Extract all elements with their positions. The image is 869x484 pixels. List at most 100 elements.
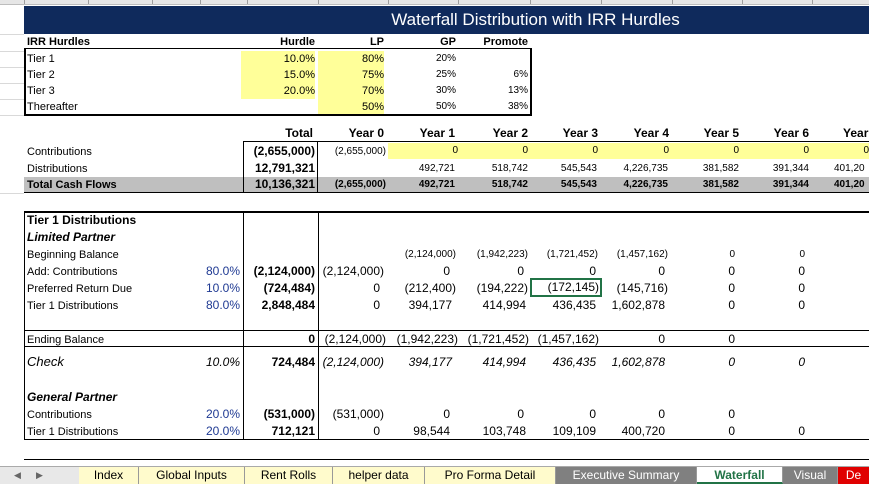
ending-balance-bottom-border <box>24 346 869 347</box>
total-cashflow-year2: 518,742 <box>491 179 528 190</box>
add-contributions-year0: (2,124,000) <box>322 264 384 278</box>
lp-split-input[interactable]: 50% <box>318 99 384 115</box>
hurdle-row-label: Tier 3 <box>27 85 55 97</box>
contributions-year7-input[interactable]: 0 <box>809 143 869 159</box>
check-pct: 10.0% <box>205 355 240 369</box>
tier1-border-left <box>24 211 25 440</box>
next-section-top-border <box>24 459 869 460</box>
add-contributions-year5: 0 <box>728 264 735 278</box>
promote-value: 38% <box>507 101 528 112</box>
contributions-year1-input[interactable]: 0 <box>388 143 458 159</box>
gp-tier1-pct: 20.0% <box>205 424 240 438</box>
promote-value: 6% <box>513 69 528 80</box>
row-gridline <box>0 115 24 116</box>
gp-tier1-year1: 98,544 <box>413 424 450 438</box>
row-gridline <box>0 83 24 84</box>
check-year2: 414,994 <box>482 355 526 369</box>
hurdles-border-right <box>530 48 532 115</box>
lp-split-input[interactable]: 80% <box>318 51 384 67</box>
contributions-year6-input[interactable]: 0 <box>739 143 809 159</box>
preferred-return-year3-selected-cell[interactable]: (172,145) <box>530 278 602 297</box>
add-contributions-year3: 0 <box>589 264 596 278</box>
total-cashflow-year0: (2,655,000) <box>334 179 386 190</box>
limited-partner-heading: Limited Partner <box>27 230 116 244</box>
total-col-border-right <box>317 141 318 193</box>
lp-split-input[interactable]: 70% <box>318 83 384 99</box>
total-cashflow-year4: 4,226,735 <box>623 179 669 190</box>
row-gridline <box>0 34 24 35</box>
add-contributions-year6: 0 <box>798 264 805 278</box>
preferred-return-year4: (145,716) <box>616 281 668 295</box>
preferred-return-year6: 0 <box>798 281 805 295</box>
preferred-return-year1: (212,400) <box>404 281 456 295</box>
tab-helper-data[interactable]: helper data <box>333 467 425 484</box>
tier1-heading: Tier 1 Distributions <box>27 213 137 227</box>
add-contributions-total: (2,124,000) <box>253 264 315 278</box>
total-cashflow-year5: 381,582 <box>702 179 739 190</box>
hurdles-header-promote: Promote <box>483 36 528 48</box>
row-label-preferred-return: Preferred Return Due <box>27 283 133 295</box>
tab-rent-rolls[interactable]: Rent Rolls <box>245 467 333 484</box>
gp-tier1-year3: 109,109 <box>552 424 596 438</box>
row-label-gp-contributions: Contributions <box>27 409 92 421</box>
gp-contributions-year4: 0 <box>658 407 665 421</box>
ending-balance-year5: 0 <box>728 332 735 346</box>
lp-tier1-year6: 0 <box>798 298 805 312</box>
tab-scroll-left-icon[interactable]: ◀ <box>14 470 21 480</box>
gp-tier1-total: 712,121 <box>271 424 315 438</box>
beginning-balance-year3: (1,721,452) <box>546 249 598 260</box>
lp-split-input[interactable]: 75% <box>318 67 384 83</box>
gp-contributions-pct: 20.0% <box>205 407 240 421</box>
gp-split-value: 20% <box>435 53 456 64</box>
ending-balance-year0: (2,124,000) <box>324 332 386 346</box>
check-year6: 0 <box>798 355 805 369</box>
preferred-return-pct: 10.0% <box>205 281 240 295</box>
tab-global-inputs[interactable]: Global Inputs <box>139 467 245 484</box>
hurdle-rate-input[interactable]: 10.0% <box>241 51 315 67</box>
contributions-year5-input[interactable]: 0 <box>669 143 739 159</box>
gp-contributions-total: (531,000) <box>263 407 315 421</box>
col-header-year7: Year <box>843 126 869 140</box>
total-cashflow-row-bg <box>24 177 869 193</box>
check-total: 724,484 <box>271 355 315 369</box>
preferred-return-year0: 0 <box>373 281 380 295</box>
gp-contributions-year3: 0 <box>589 407 596 421</box>
col-header-year2: Year 2 <box>492 126 528 140</box>
tab-index[interactable]: Index <box>79 467 139 484</box>
distributions-year7: 401,20 <box>834 163 865 174</box>
tab-waterfall[interactable]: Waterfall <box>697 467 783 484</box>
distributions-year2: 518,742 <box>491 163 528 174</box>
gp-contributions-year5: 0 <box>728 407 735 421</box>
tab-pro-forma-detail[interactable]: Pro Forma Detail <box>425 467 556 484</box>
tier1-total-col-left <box>243 211 244 440</box>
contributions-year4-input[interactable]: 0 <box>598 143 669 159</box>
column-header-strip <box>0 0 869 5</box>
tab-de[interactable]: De <box>838 467 869 484</box>
row-label-check: Check <box>27 354 64 369</box>
lp-tier1-total: 2,848,484 <box>261 298 315 312</box>
hurdle-rate-input[interactable]: 20.0% <box>241 83 315 99</box>
contributions-year2-input[interactable]: 0 <box>458 143 528 159</box>
tab-scroll-right-icon[interactable]: ▶ <box>36 470 43 480</box>
beginning-balance-year6: 0 <box>799 249 805 260</box>
hurdle-rate-input[interactable]: 15.0% <box>241 67 315 83</box>
gp-tier1-year0: 0 <box>373 424 380 438</box>
gp-split-value: 25% <box>435 69 456 80</box>
cashflow-bottom-border <box>24 192 869 193</box>
total-cashflow-year1: 492,721 <box>418 179 455 190</box>
preferred-return-year5: 0 <box>728 281 735 295</box>
cashflow-label-total: Total Cash Flows <box>27 179 117 191</box>
distributions-total: 12,791,321 <box>254 161 315 175</box>
ending-balance-year4: 0 <box>658 332 665 346</box>
col-header-total: Total <box>285 126 313 140</box>
total-cashflow-total: 10,136,321 <box>254 177 315 191</box>
gp-contributions-year0: (531,000) <box>332 407 384 421</box>
tier1-top-border <box>24 211 869 213</box>
tab-visual[interactable]: Visual <box>783 467 838 484</box>
contributions-year3-input[interactable]: 0 <box>528 143 598 159</box>
lp-tier1-year1: 394,177 <box>408 298 452 312</box>
contributions-year0: (2,655,000) <box>334 146 386 157</box>
distributions-year5: 381,582 <box>702 163 739 174</box>
col-header-year5: Year 5 <box>703 126 739 140</box>
tab-executive-summary[interactable]: Executive Summary <box>556 467 697 484</box>
